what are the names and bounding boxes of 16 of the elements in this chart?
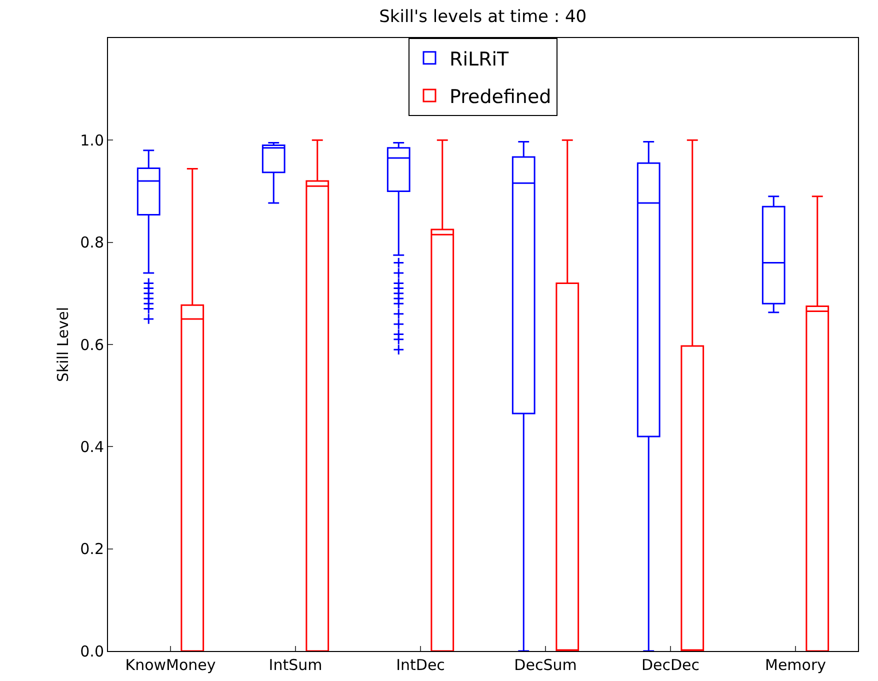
x-tick-label: Memory (764, 656, 826, 674)
y-tick-label: 0.4 (80, 438, 104, 456)
x-tick-label: IntDec (396, 656, 445, 674)
x-tick-label: IntSum (268, 656, 322, 674)
y-tick-label: 0.8 (80, 234, 104, 252)
legend-label: Predefined (450, 86, 552, 108)
y-tick-label: 0.2 (80, 540, 104, 558)
legend-label: RiLRiT (450, 48, 510, 70)
chart-title: Skill's levels at time : 40 (379, 7, 587, 28)
y-tick-label: 0.6 (80, 336, 104, 354)
y-tick-label: 0.0 (80, 642, 104, 660)
x-tick-label: DecDec (641, 656, 700, 674)
x-tick-label: KnowMoney (125, 656, 216, 674)
y-tick-label: 1.0 (80, 131, 104, 150)
x-tick-label: DecSum (514, 656, 577, 674)
y-axis-title: Skill Level (54, 306, 72, 382)
